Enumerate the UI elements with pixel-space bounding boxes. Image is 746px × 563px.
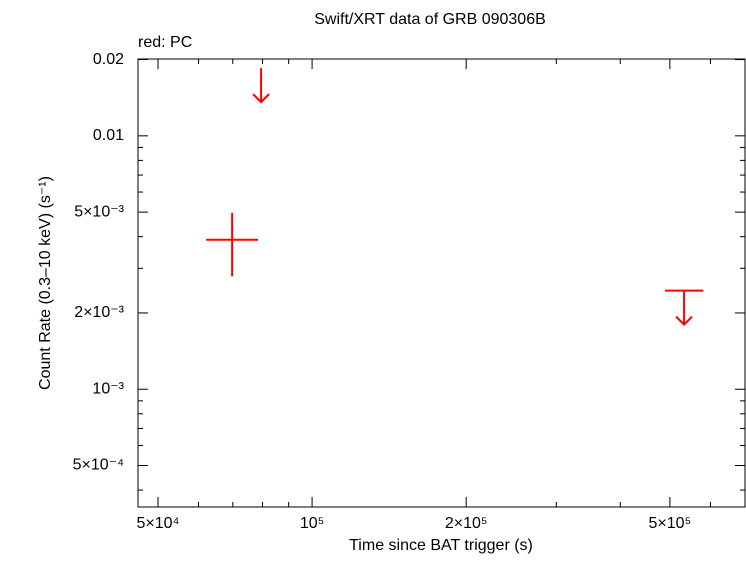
upper-limit-arrow (675, 290, 693, 327)
x-axis-label: Time since BAT trigger (s) (349, 537, 533, 554)
x-tick-label: 2×10⁵ (445, 515, 488, 532)
annotation: red: PC (138, 34, 192, 51)
y-tick-label: 2×10⁻³ (74, 304, 124, 321)
x-tick-label: 10⁵ (300, 515, 324, 532)
y-tick-label: 10⁻³ (92, 380, 124, 397)
chart-title: Swift/XRT data of GRB 090306B (314, 11, 546, 28)
x-tick-label: 5×10⁵ (649, 515, 692, 532)
y-tick-label: 5×10⁻⁴ (73, 457, 124, 474)
y-tick-label: 0.01 (93, 127, 124, 144)
y-tick-label: 0.02 (93, 51, 124, 68)
y-axis-label: Count Rate (0.3–10 keV) (s⁻¹) (37, 176, 54, 390)
plot-frame (137, 58, 746, 508)
y-tick-label: 5×10⁻³ (74, 203, 124, 220)
x-tick-label: 5×10⁴ (137, 515, 180, 532)
upper-limit-arrow (252, 68, 270, 104)
